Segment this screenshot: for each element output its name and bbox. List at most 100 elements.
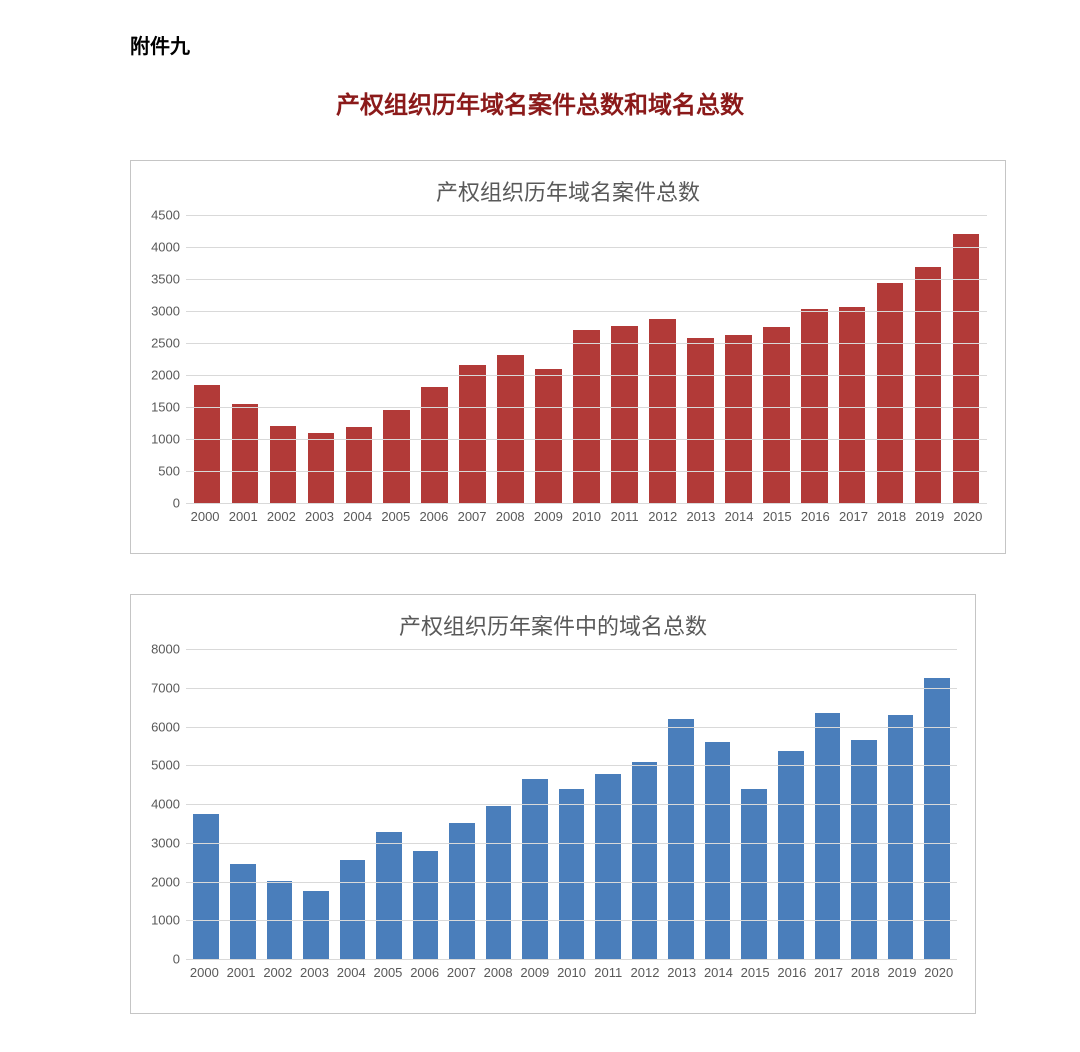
x-tick-label: 2014: [720, 509, 758, 524]
x-tick-label: 2004: [339, 509, 377, 524]
bar-slot: [188, 215, 226, 503]
y-tick-label: 5000: [151, 758, 186, 773]
x-tick-label: 2012: [644, 509, 682, 524]
bar: [815, 713, 841, 959]
chart1-x-axis: 2000200120022003200420052006200720082009…: [186, 509, 987, 524]
y-tick-label: 500: [158, 464, 186, 479]
x-tick-label: 2005: [370, 965, 407, 980]
x-tick-label: 2013: [682, 509, 720, 524]
y-tick-label: 4000: [151, 240, 186, 255]
bar-slot: [871, 215, 909, 503]
x-tick-label: 2011: [590, 965, 627, 980]
bar: [595, 774, 621, 959]
y-tick-label: 3500: [151, 272, 186, 287]
chart1-plot-area: 050010001500200025003000350040004500: [186, 215, 987, 503]
y-tick-label: 0: [173, 952, 186, 967]
bar: [668, 719, 694, 959]
x-tick-label: 2020: [949, 509, 987, 524]
bar: [953, 234, 980, 503]
gridline: [186, 503, 987, 504]
gridline: [186, 959, 957, 960]
x-tick-label: 2005: [377, 509, 415, 524]
bar-slot: [416, 215, 454, 503]
x-tick-label: 2017: [810, 965, 847, 980]
bar: [194, 385, 221, 503]
bar: [535, 369, 562, 503]
gridline: [186, 471, 987, 472]
gridline: [186, 311, 987, 312]
bar-slot: [757, 215, 795, 503]
appendix-label: 附件九: [130, 30, 1080, 59]
x-tick-label: 2012: [627, 965, 664, 980]
y-tick-label: 2000: [151, 874, 186, 889]
chart2-title: 产权组织历年案件中的域名总数: [131, 609, 975, 641]
y-tick-label: 0: [173, 496, 186, 511]
y-tick-label: 3000: [151, 835, 186, 850]
x-tick-label: 2007: [443, 965, 480, 980]
x-tick-label: 2007: [453, 509, 491, 524]
bar-slot: [492, 215, 530, 503]
x-tick-label: 2014: [700, 965, 737, 980]
bar: [649, 319, 676, 503]
bar: [376, 832, 402, 959]
gridline: [186, 279, 987, 280]
gridline: [186, 439, 987, 440]
main-title: 产权组织历年域名案件总数和域名总数: [130, 85, 950, 120]
bar-slot: [605, 215, 643, 503]
gridline: [186, 727, 957, 728]
bar: [497, 355, 524, 503]
x-tick-label: 2016: [796, 509, 834, 524]
x-tick-label: 2001: [224, 509, 262, 524]
y-tick-label: 4500: [151, 208, 186, 223]
gridline: [186, 765, 957, 766]
x-tick-label: 2006: [415, 509, 453, 524]
gridline: [186, 215, 987, 216]
gridline: [186, 688, 957, 689]
bar: [230, 864, 256, 959]
bar-slot: [909, 215, 947, 503]
bar: [632, 762, 658, 959]
bar: [421, 387, 448, 503]
bar-slot: [833, 215, 871, 503]
bar: [308, 433, 335, 503]
bar-slot: [568, 215, 606, 503]
x-tick-label: 2009: [529, 509, 567, 524]
chart1-title: 产权组织历年域名案件总数: [131, 175, 1005, 207]
bar: [924, 678, 950, 959]
gridline: [186, 843, 957, 844]
y-tick-label: 1500: [151, 400, 186, 415]
bar: [687, 338, 714, 503]
chart1-bars: [186, 215, 987, 503]
bar-slot: [530, 215, 568, 503]
bar-slot: [226, 215, 264, 503]
bar: [839, 307, 866, 503]
gridline: [186, 882, 957, 883]
bar-slot: [643, 215, 681, 503]
bar-slot: [302, 215, 340, 503]
bar: [915, 267, 942, 503]
bar: [193, 814, 219, 959]
bar-slot: [264, 215, 302, 503]
bar-slot: [454, 215, 492, 503]
x-tick-label: 2011: [606, 509, 644, 524]
bar-slot: [719, 215, 757, 503]
chart2-plot-area: 010002000300040005000600070008000: [186, 649, 957, 959]
x-tick-label: 2006: [406, 965, 443, 980]
bar: [851, 740, 877, 959]
x-tick-label: 2002: [262, 509, 300, 524]
y-tick-label: 1000: [151, 432, 186, 447]
x-tick-label: 2019: [884, 965, 921, 980]
bar: [303, 891, 329, 959]
x-tick-label: 2018: [873, 509, 911, 524]
bar: [877, 283, 904, 503]
y-tick-label: 8000: [151, 642, 186, 657]
x-tick-label: 2004: [333, 965, 370, 980]
bar: [413, 851, 439, 960]
y-tick-label: 1000: [151, 913, 186, 928]
bar-slot: [378, 215, 416, 503]
chart2-x-axis: 2000200120022003200420052006200720082009…: [186, 965, 957, 980]
x-tick-label: 2019: [911, 509, 949, 524]
gridline: [186, 247, 987, 248]
bar: [725, 335, 752, 503]
bar: [522, 779, 548, 959]
